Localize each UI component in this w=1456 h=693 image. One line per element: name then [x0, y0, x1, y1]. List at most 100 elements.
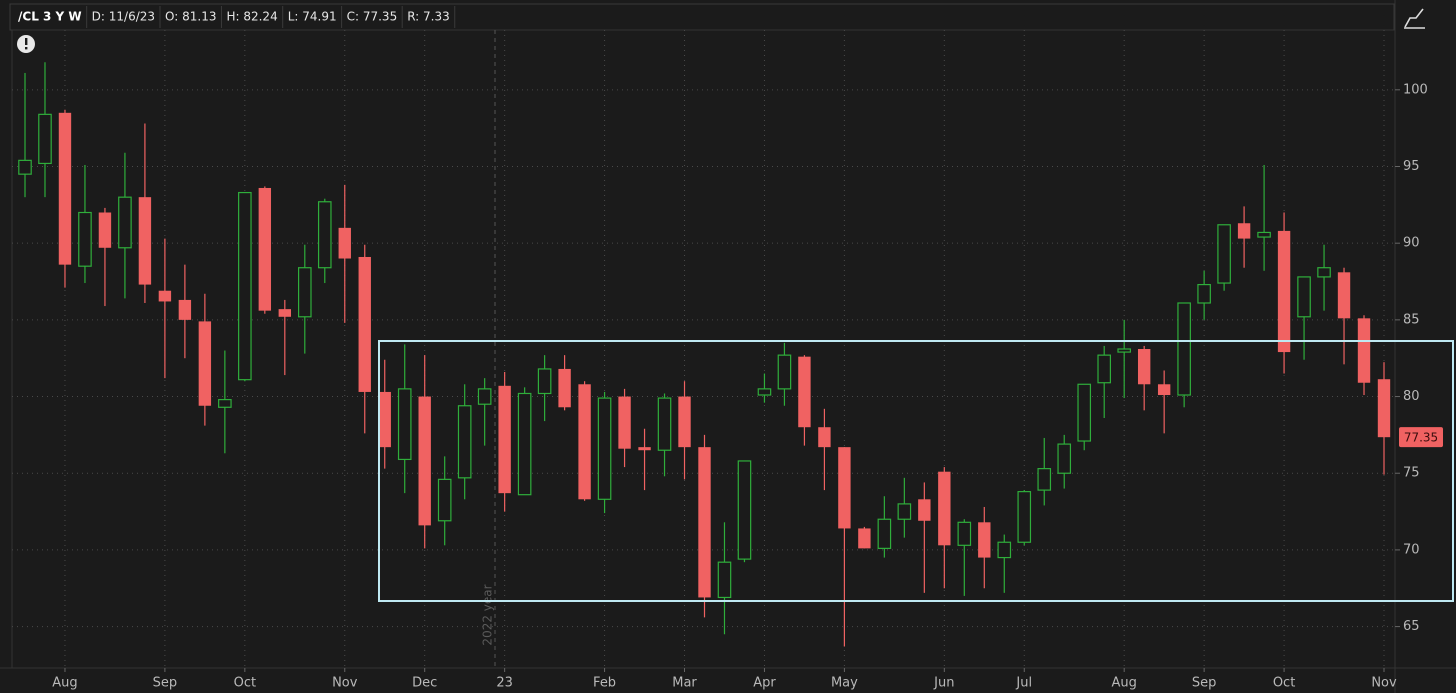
candle-body: [78, 211, 92, 267]
candle-body: [1197, 283, 1211, 304]
candle-body: [118, 196, 132, 249]
candle-body: [997, 541, 1012, 559]
header: /CL 3 Y W D: 11/6/23 O: 81.13 H: 82.24 L: 7…: [18, 6, 456, 28]
candle-body: [638, 447, 651, 451]
candle-body: [238, 191, 252, 381]
header-bar: [9, 3, 1395, 31]
candle-body: [798, 356, 811, 428]
candle-body: [138, 197, 152, 285]
y-tick-label: 75: [1403, 466, 1420, 481]
symbol-title: /CL 3 Y W: [18, 10, 82, 24]
x-tick-label: Nov: [1371, 676, 1397, 691]
candle-body: [378, 391, 391, 448]
x-tick-label: Aug: [52, 676, 77, 691]
candle-body: [338, 227, 351, 259]
y-tick-label: 95: [1403, 159, 1420, 174]
x-tick-label: Jul: [1015, 676, 1032, 691]
candle-body: [258, 187, 272, 311]
candle-body: [1117, 348, 1131, 353]
candle-body: [1177, 302, 1191, 396]
x-tick-label: Oct: [234, 676, 256, 691]
candle-body: [1157, 384, 1171, 396]
x-tick-label: Nov: [332, 676, 358, 691]
candles: [18, 62, 1391, 647]
style-icon[interactable]: [1404, 8, 1425, 29]
y-tick-label: 70: [1403, 542, 1420, 557]
y-tick-label: 85: [1403, 312, 1420, 327]
header-field: O: 81.13: [165, 10, 216, 24]
candle-body: [978, 522, 991, 558]
candle-body: [757, 388, 772, 396]
header-field: R: 7.33: [407, 10, 450, 24]
candle-body: [1037, 468, 1052, 491]
x-tick-label: May: [831, 676, 858, 691]
candle-body: [98, 212, 112, 248]
candle-body: [1377, 379, 1391, 438]
y-tick-label: 100: [1403, 82, 1428, 97]
candle-body: [358, 256, 371, 392]
header-field: C: 77.35: [347, 10, 398, 24]
x-tick-label: Mar: [672, 676, 697, 691]
candle-body: [58, 112, 72, 265]
candle-body: [297, 267, 312, 318]
candle-body: [457, 405, 472, 479]
candle-body: [1077, 383, 1092, 442]
candle-body: [1057, 443, 1072, 474]
y-tick-label: 65: [1403, 619, 1420, 634]
candle-body: [437, 478, 452, 522]
candle-body: [1217, 224, 1231, 284]
candle-body: [178, 299, 192, 320]
candle-body: [838, 447, 851, 529]
alert-icon-mark: [25, 38, 28, 45]
candle-body: [1277, 230, 1291, 353]
range-box[interactable]: [378, 340, 1454, 602]
candle-body: [198, 321, 212, 406]
candle-body: [1337, 272, 1351, 319]
header-field: D: 11/6/23: [92, 10, 155, 24]
candle-body: [698, 447, 711, 598]
candle-body: [1297, 276, 1311, 318]
candle-body: [777, 354, 792, 390]
header-field: L: 74.91: [288, 10, 337, 24]
candle-body: [317, 201, 332, 269]
candle-body: [737, 460, 752, 560]
x-tick-label: Feb: [593, 676, 616, 691]
x-tick-label: Oct: [1273, 676, 1295, 691]
candle-body: [498, 385, 511, 494]
candle-body: [218, 399, 232, 408]
alert-icon-dot: [25, 47, 28, 50]
candle-body: [717, 561, 732, 599]
candle-body: [1137, 349, 1151, 385]
last-price-tag: [1399, 427, 1443, 448]
candle-body: [957, 521, 972, 546]
candle-body: [1257, 231, 1271, 238]
candle-body: [1317, 267, 1331, 278]
candle-body: [938, 471, 951, 546]
labels: 65 70 75 80 85 90 95 100 Aug Sep Oct Nov Dec 23 Feb Mar…: [52, 82, 1443, 691]
candle-body: [877, 518, 892, 549]
candle-body: [597, 397, 612, 500]
candle-body: [858, 528, 871, 549]
candle-body: [897, 503, 912, 520]
candle-body: [517, 392, 532, 496]
candle-body: [38, 113, 52, 165]
x-tick-label: Sep: [1192, 676, 1217, 691]
candle-body: [1097, 354, 1112, 384]
candle-body: [18, 159, 32, 175]
y-tick-label: 90: [1403, 236, 1420, 251]
x-tick-label: Sep: [153, 676, 178, 691]
style-icon-line: [1404, 8, 1424, 28]
candle-body: [618, 396, 631, 449]
header-field: H: 82.24: [226, 10, 277, 24]
candle-body: [657, 397, 672, 451]
x-tick-label: Aug: [1111, 676, 1136, 691]
candle-body: [1017, 491, 1032, 543]
candle-body: [158, 290, 172, 302]
candle-body: [537, 368, 552, 395]
x-tick-label: 23: [496, 676, 513, 691]
candle-body: [397, 388, 412, 461]
candle-body: [1237, 223, 1251, 239]
x-tick-label: Apr: [753, 676, 776, 691]
